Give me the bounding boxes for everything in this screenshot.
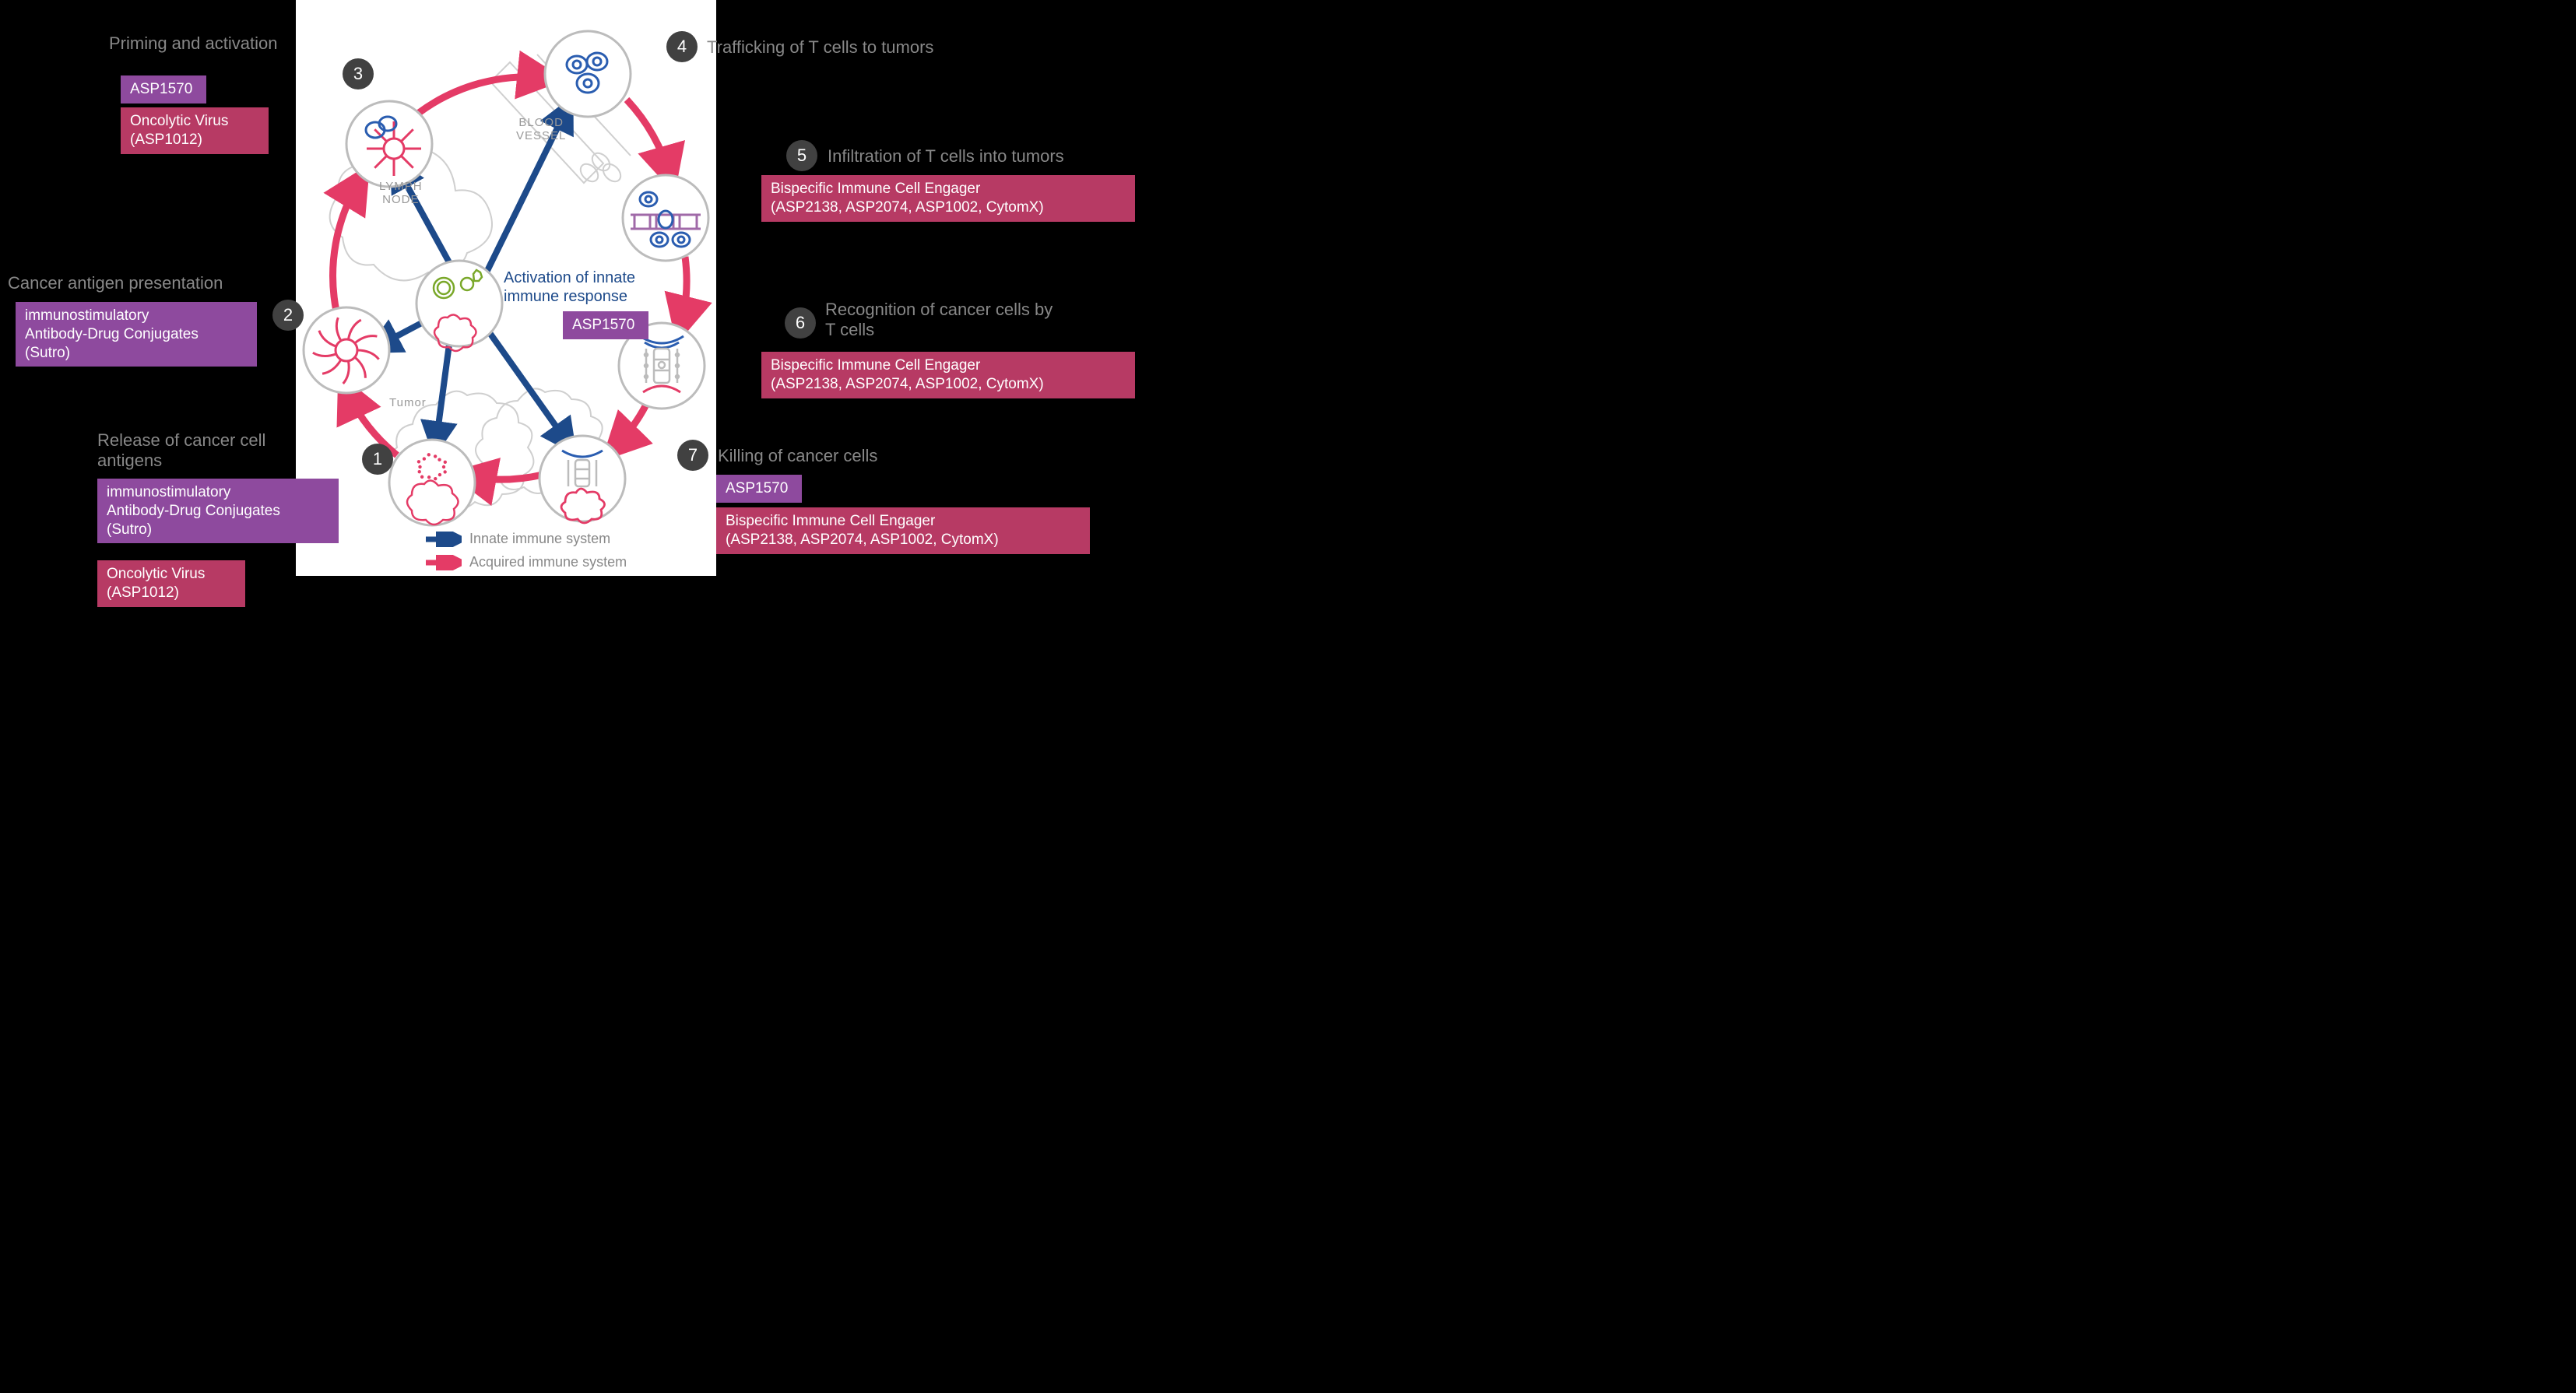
step-1-title: Release of cancer cell antigens [97, 430, 300, 472]
legend-innate: Innate immune system [424, 531, 610, 547]
tag-2: immunostimulatory Antibody-Drug Conjugat… [16, 302, 257, 367]
tag-4: Oncolytic Virus (ASP1012) [97, 560, 245, 607]
step-3-title: Priming and activation [109, 33, 335, 54]
legend-acquired-label: Acquired immune system [469, 554, 627, 570]
tag-7: ASP1570 [716, 475, 802, 503]
step-2-title: Cancer antigen presentation [8, 273, 257, 293]
center-activation-text: Activation of innate immune response [504, 268, 635, 306]
step-5-badge: 5 [786, 140, 817, 171]
anat-label-0: LYMPH NODE [379, 181, 423, 206]
step-1-node [389, 440, 475, 525]
step-6-title: Recognition of cancer cells by T cells [825, 300, 1059, 341]
step-5-node [623, 175, 708, 261]
step-2-badge: 2 [272, 300, 304, 331]
tag-9: ASP1570 [563, 311, 648, 339]
step-6-badge: 6 [785, 307, 816, 339]
step-7-node [539, 436, 625, 523]
tag-3: immunostimulatory Antibody-Drug Conjugat… [97, 479, 339, 543]
step-1-badge: 1 [362, 444, 393, 475]
tag-5: Bispecific Immune Cell Engager (ASP2138,… [761, 175, 1135, 222]
legend-acquired: Acquired immune system [424, 554, 627, 570]
anat-label-2: Tumor [389, 397, 427, 410]
step-4-node [545, 31, 631, 117]
tag-6: Bispecific Immune Cell Engager (ASP2138,… [761, 352, 1135, 398]
anat-label-1: BLOOD VESSEL [516, 117, 566, 142]
step-2-node [304, 307, 389, 393]
step-3-node [346, 101, 432, 187]
legend-innate-label: Innate immune system [469, 531, 610, 547]
step-4-badge: 4 [666, 31, 698, 62]
step-5-title: Infiltration of T cells into tumors [828, 146, 1123, 167]
step-7-badge: 7 [677, 440, 708, 471]
tag-0: ASP1570 [121, 75, 206, 104]
tag-8: Bispecific Immune Cell Engager (ASP2138,… [716, 507, 1090, 554]
step-4-title: Trafficking of T cells to tumors [707, 37, 1003, 58]
step-7-title: Killing of cancer cells [718, 446, 951, 466]
tag-1: Oncolytic Virus (ASP1012) [121, 107, 269, 154]
step-3-badge: 3 [343, 58, 374, 89]
